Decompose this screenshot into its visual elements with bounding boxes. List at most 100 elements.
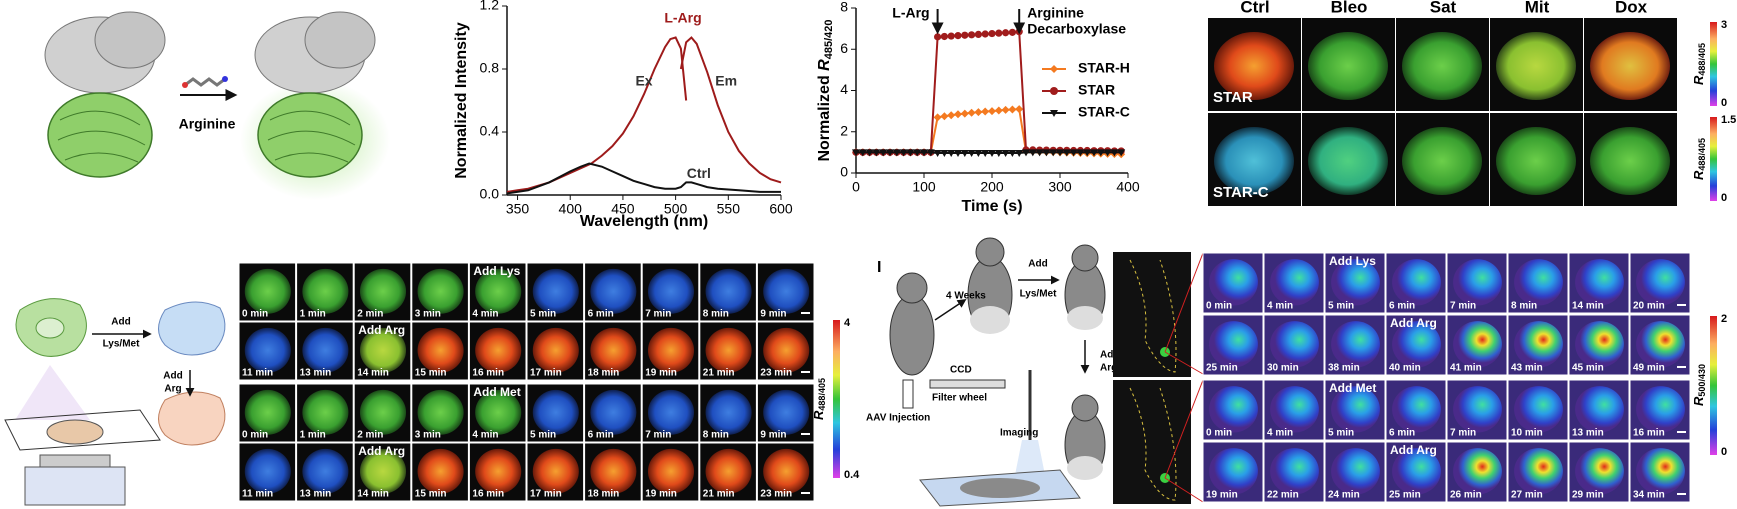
y-tick-label: 0.4 bbox=[480, 123, 500, 139]
tile-signal bbox=[1453, 259, 1502, 306]
x-tick-label: 600 bbox=[769, 201, 793, 217]
scale-bar bbox=[801, 433, 810, 435]
y-tick-label: 0.0 bbox=[480, 186, 500, 202]
time-label: 49 min bbox=[1633, 363, 1665, 374]
time-label: 30 min bbox=[1267, 363, 1299, 374]
tile-signal bbox=[1514, 386, 1563, 433]
column-header: Mit bbox=[1525, 0, 1550, 16]
x-tick-label: 350 bbox=[506, 201, 530, 217]
device-label: Imaging bbox=[1000, 428, 1038, 439]
treatment-label: Add Lys bbox=[1329, 254, 1376, 268]
tile-signal bbox=[359, 268, 407, 314]
cell-signal bbox=[1214, 127, 1294, 195]
point bbox=[1001, 149, 1010, 157]
y-tick-label: 1.2 bbox=[480, 0, 500, 13]
colorbar-label-part: 488/405 bbox=[1697, 138, 1707, 171]
time-label: 21 min bbox=[703, 368, 735, 379]
time-label: 8 min bbox=[703, 430, 729, 441]
colorbar-tick-label: 0 bbox=[1721, 97, 1727, 109]
colorbar-label: R488/405 bbox=[1691, 43, 1707, 85]
legend-marker bbox=[1050, 87, 1058, 95]
point bbox=[1028, 149, 1037, 157]
cell-signal bbox=[1308, 127, 1388, 195]
legend-label: STAR-C bbox=[1078, 104, 1130, 120]
point bbox=[1110, 149, 1119, 157]
cell-schematic: Add Lys/Met Add Arg bbox=[4, 298, 226, 506]
time-label: 14 min bbox=[357, 368, 389, 379]
y-tick-label: 2 bbox=[840, 122, 848, 138]
time-label: 0 min bbox=[242, 309, 268, 320]
cell-signal bbox=[1496, 32, 1576, 100]
point bbox=[994, 106, 1003, 115]
cell-signal bbox=[1308, 32, 1388, 100]
series-label: Ctrl bbox=[687, 165, 711, 181]
time-label: 41 min bbox=[1450, 363, 1482, 374]
time-label: 20 min bbox=[1633, 301, 1665, 312]
point bbox=[988, 107, 996, 116]
colorbar-label-part: 500/430 bbox=[1697, 364, 1707, 397]
whole-body-image bbox=[1113, 252, 1191, 377]
y-axis-label-part: 485/420 bbox=[823, 19, 835, 59]
tile-signal bbox=[417, 268, 464, 314]
point bbox=[872, 149, 881, 157]
column-header: Sat bbox=[1430, 0, 1457, 16]
x-axis-label: Time (s) bbox=[961, 198, 1022, 215]
point bbox=[1049, 149, 1058, 157]
time-label: 18 min bbox=[588, 489, 620, 500]
y-tick-label: 0 bbox=[840, 164, 848, 180]
tile-signal bbox=[647, 448, 695, 494]
point bbox=[1076, 149, 1085, 157]
time-label: 6 min bbox=[588, 309, 614, 320]
time-label: 6 min bbox=[588, 430, 614, 441]
tile-signal bbox=[475, 389, 522, 435]
tile-signal bbox=[705, 448, 752, 494]
time-label: 5 min bbox=[530, 430, 556, 441]
cell-signal bbox=[1590, 32, 1670, 100]
colorbar-tick-label: 0 bbox=[1721, 192, 1727, 204]
x-tick-label: 550 bbox=[717, 201, 741, 217]
time-label: 16 min bbox=[472, 368, 504, 379]
treatment-label: Add Arg bbox=[1390, 316, 1437, 330]
time-label: 3 min bbox=[415, 309, 441, 320]
point bbox=[934, 33, 942, 41]
tile-signal bbox=[475, 448, 522, 494]
treatment-label: Add Lys bbox=[473, 264, 520, 278]
annotation: L-Arg bbox=[664, 9, 701, 25]
time-label: 16 min bbox=[1633, 428, 1665, 439]
time-label: 0 min bbox=[242, 430, 268, 441]
point bbox=[879, 149, 888, 157]
point bbox=[865, 149, 874, 157]
point bbox=[1056, 149, 1064, 157]
time-label: 6 min bbox=[1389, 301, 1415, 312]
time-label: 5 min bbox=[530, 309, 556, 320]
cell-signal bbox=[1590, 127, 1670, 195]
time-label: 45 min bbox=[1572, 363, 1604, 374]
time-label: 5 min bbox=[1328, 301, 1354, 312]
cell-signal bbox=[1214, 32, 1294, 100]
series-line bbox=[506, 162, 781, 195]
tile-signal bbox=[590, 268, 637, 314]
whole-body-image bbox=[1113, 380, 1191, 504]
point bbox=[1117, 149, 1126, 157]
tile-signal bbox=[417, 448, 464, 494]
time-label: 4 min bbox=[1267, 301, 1293, 312]
device-label: Filter wheel bbox=[932, 393, 987, 404]
x-tick-label: 300 bbox=[1048, 179, 1072, 195]
tile-signal bbox=[532, 448, 579, 494]
column-header: Ctrl bbox=[1240, 0, 1269, 16]
tile-signal bbox=[359, 327, 407, 373]
tile-signal bbox=[590, 389, 637, 435]
point bbox=[981, 149, 990, 157]
y-tick-label: 4 bbox=[840, 81, 848, 97]
time-label: 8 min bbox=[703, 309, 729, 320]
tile-signal bbox=[1392, 448, 1441, 495]
x-tick-label: 100 bbox=[912, 179, 936, 195]
time-label: 3 min bbox=[415, 430, 441, 441]
colorbar bbox=[833, 320, 840, 478]
time-label: 7 min bbox=[1450, 428, 1476, 439]
point bbox=[899, 149, 908, 157]
treatment-label: Add Met bbox=[473, 385, 520, 399]
protein-schematic: Arginine bbox=[44, 11, 390, 200]
point bbox=[974, 108, 983, 117]
series-label: Em bbox=[715, 72, 737, 88]
